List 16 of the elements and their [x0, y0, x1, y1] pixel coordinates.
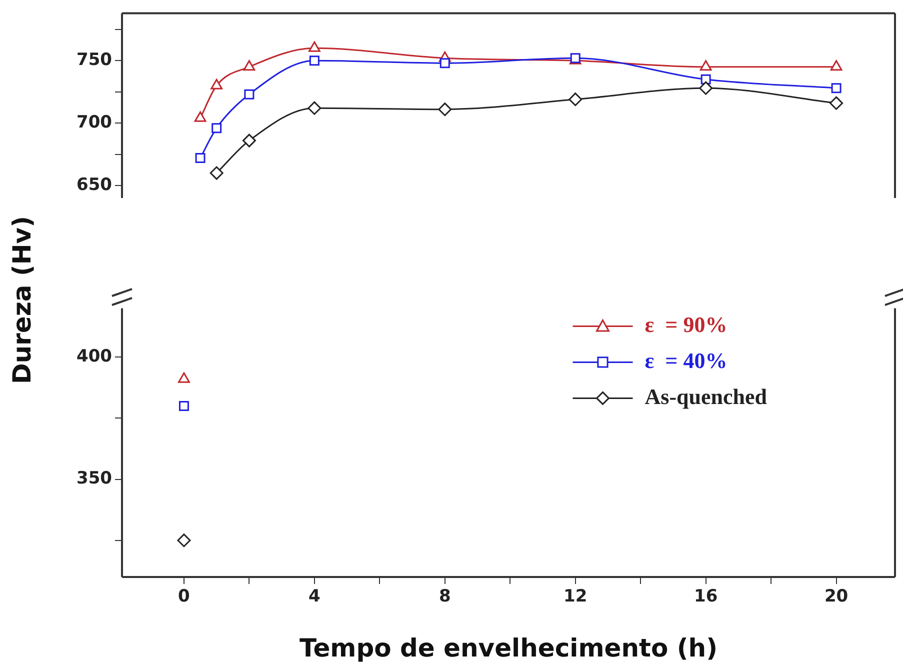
y-tick-label: 750 — [76, 50, 112, 70]
y-axis-title: Dureza (Hv) — [8, 216, 36, 384]
y-tick-label: 700 — [76, 112, 112, 133]
x-tick-label: 8 — [438, 586, 451, 607]
y-tick-label: 400 — [76, 346, 112, 366]
x-tick-label: 20 — [824, 586, 848, 607]
x-axis-title: Tempo de envelhecimento (h) — [299, 634, 718, 662]
y-tick-label: 350 — [76, 468, 112, 489]
legend-label: As-quenched — [644, 384, 768, 409]
x-tick-label: 16 — [694, 586, 718, 607]
y-tick-label: 650 — [76, 174, 112, 195]
legend-label: ε = 90% — [644, 312, 728, 337]
x-tick-label: 12 — [564, 586, 588, 607]
x-tick-label: 4 — [308, 586, 321, 607]
x-tick-label: 0 — [178, 586, 190, 607]
legend-label: ε = 40% — [644, 348, 728, 373]
